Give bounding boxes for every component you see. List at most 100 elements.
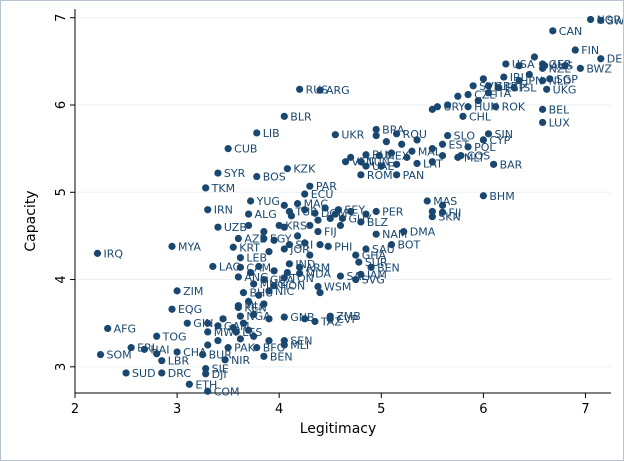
data-point xyxy=(357,171,365,179)
point-label: LAO xyxy=(219,260,242,273)
data-point xyxy=(372,125,380,134)
data-point xyxy=(489,160,498,168)
point-label: ITA xyxy=(494,87,511,100)
data-point xyxy=(204,319,212,327)
point-label: KRS xyxy=(285,219,307,232)
point-label: PAK xyxy=(234,342,255,355)
point-label: MLI xyxy=(244,300,263,313)
data-point xyxy=(244,221,253,230)
point-label: NIR xyxy=(231,354,250,367)
data-point xyxy=(362,162,370,170)
data-point xyxy=(492,103,500,111)
data-point xyxy=(367,263,375,271)
data-point xyxy=(224,344,232,352)
point-label: PER xyxy=(382,205,404,218)
data-point xyxy=(311,209,319,217)
data-point xyxy=(393,130,401,138)
point-label: YUG xyxy=(256,195,280,208)
axes: 3 4 5 6 7 2 3 4 5 6 7 xyxy=(54,9,611,417)
point-label: SEY xyxy=(344,204,365,217)
data-point xyxy=(387,241,396,249)
point-label: HON xyxy=(280,280,305,293)
x-tick-label: 5 xyxy=(377,402,385,417)
data-point xyxy=(314,227,322,236)
data-labels: NORSWECANFINDENUSAGERAUSNZLBWZIRLJPNNLDS… xyxy=(103,13,623,398)
data-point xyxy=(209,262,217,271)
point-label: LUX xyxy=(549,116,571,129)
data-point xyxy=(234,273,242,281)
point-label: MDA xyxy=(306,267,332,280)
point-label: PAR xyxy=(316,180,337,193)
data-point xyxy=(334,206,343,214)
point-label: MAC xyxy=(304,198,329,211)
data-point xyxy=(202,184,210,192)
data-point xyxy=(428,207,436,216)
x-tick-label: 7 xyxy=(581,402,589,417)
data-point xyxy=(530,53,539,61)
data-point xyxy=(199,351,207,359)
data-point xyxy=(484,82,493,90)
point-label: DRC xyxy=(168,367,192,380)
point-label: IRL xyxy=(510,71,528,84)
data-point xyxy=(127,344,135,352)
point-label: NIC xyxy=(275,285,294,298)
data-point xyxy=(549,27,557,35)
data-point xyxy=(250,310,258,319)
data-point xyxy=(326,315,334,323)
data-point xyxy=(474,97,482,105)
point-label: JAM xyxy=(366,268,387,281)
point-label: TUN xyxy=(366,156,390,169)
data-point xyxy=(296,269,304,278)
data-point xyxy=(247,197,255,205)
y-tick-label: 5 xyxy=(54,188,69,196)
point-label: MEX xyxy=(385,150,409,163)
point-label: ANG xyxy=(244,271,268,284)
data-point xyxy=(280,201,288,209)
point-label: CHA xyxy=(183,346,207,359)
point-label: ERI xyxy=(137,342,155,355)
data-point xyxy=(597,55,605,63)
data-point xyxy=(158,369,166,377)
data-point xyxy=(316,86,324,94)
data-point xyxy=(413,159,421,168)
point-label: GUY xyxy=(348,212,372,225)
data-point xyxy=(204,328,212,336)
data-point xyxy=(510,83,518,92)
point-label: CAM xyxy=(246,261,271,274)
point-label: UKR xyxy=(341,129,364,142)
data-point xyxy=(428,158,436,166)
data-point xyxy=(538,118,547,127)
data-point xyxy=(387,149,396,157)
data-point xyxy=(168,242,176,250)
data-point xyxy=(377,162,385,170)
data-point xyxy=(214,322,222,330)
data-point xyxy=(543,85,551,93)
point-label: SYR xyxy=(224,167,246,180)
data-point xyxy=(438,152,447,160)
point-label: IRQ xyxy=(103,247,123,260)
data-point xyxy=(571,46,579,54)
data-point xyxy=(357,158,365,166)
data-point xyxy=(438,201,447,209)
data-point xyxy=(244,297,253,305)
point-label: SOM xyxy=(107,349,132,362)
data-point xyxy=(204,387,212,395)
data-point xyxy=(352,275,360,284)
point-label: ISL xyxy=(520,82,537,95)
point-label: SGP xyxy=(556,73,579,86)
data-point xyxy=(260,275,268,284)
data-point xyxy=(433,103,442,111)
data-point xyxy=(538,76,547,85)
point-label: TAZ xyxy=(320,315,342,328)
data-point xyxy=(285,207,293,216)
point-label: DOM xyxy=(321,207,348,220)
data-point xyxy=(538,105,547,113)
data-point xyxy=(253,344,261,352)
point-label: SAL xyxy=(346,270,368,283)
data-point xyxy=(93,249,102,257)
data-point xyxy=(204,206,212,214)
point-label: AUS xyxy=(551,60,574,73)
data-point xyxy=(469,82,477,90)
point-label: BEL xyxy=(549,103,570,116)
